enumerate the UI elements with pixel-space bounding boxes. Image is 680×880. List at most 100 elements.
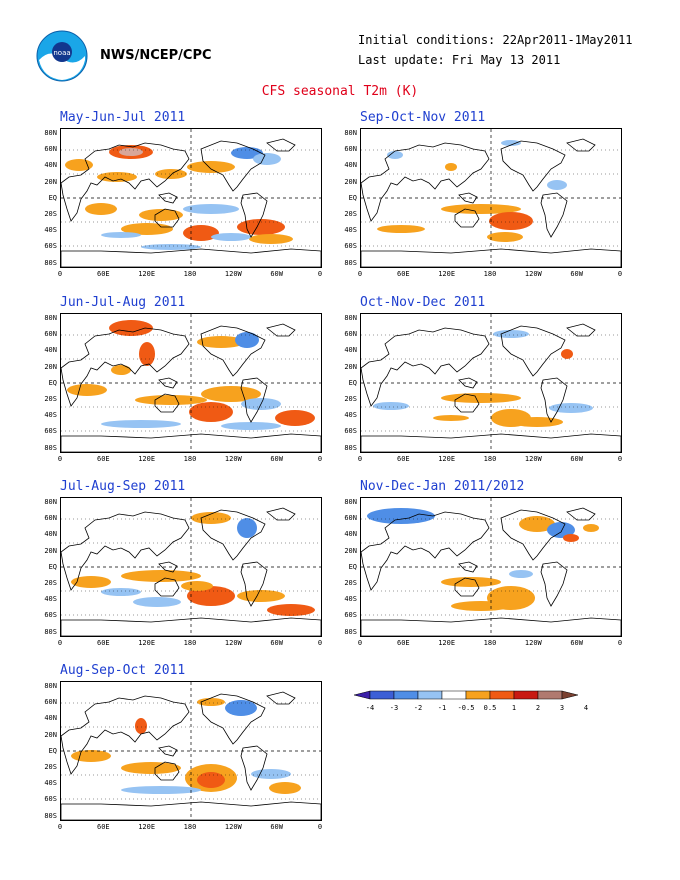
coastline bbox=[566, 507, 596, 521]
anomaly-region bbox=[121, 762, 181, 774]
anomaly-region bbox=[191, 512, 231, 524]
anomaly-region bbox=[189, 402, 233, 422]
anomaly-region bbox=[133, 597, 181, 607]
anomaly-region bbox=[501, 140, 521, 146]
colorbar-label: 1 bbox=[512, 704, 516, 712]
anomaly-map bbox=[360, 128, 622, 268]
longitude-label: 120W bbox=[224, 455, 242, 463]
anomaly-region bbox=[583, 524, 599, 532]
latitude-label: 20N bbox=[344, 177, 357, 186]
latitude-label: EQ bbox=[348, 378, 357, 387]
anomaly-region bbox=[135, 395, 207, 405]
coastline bbox=[540, 192, 568, 238]
latitude-label: 60N bbox=[44, 514, 57, 523]
latitude-label: 20S bbox=[44, 210, 57, 218]
coastline bbox=[158, 192, 178, 204]
anomaly-region bbox=[547, 522, 575, 538]
latitude-label: 20N bbox=[44, 177, 57, 186]
latitude-label: 80N bbox=[44, 498, 57, 506]
coastline bbox=[540, 561, 568, 607]
longitude-label: 0 bbox=[357, 455, 363, 463]
longitude-label: 120E bbox=[438, 455, 456, 463]
panel-title: Jun-Jul-Aug 2011 bbox=[60, 295, 186, 310]
anomaly-region bbox=[493, 330, 529, 338]
longitude-label: 0 bbox=[357, 639, 363, 647]
longitude-label: 60W bbox=[570, 270, 583, 278]
colorbar-swatch bbox=[537, 690, 563, 700]
latitude-label: 80N bbox=[344, 314, 357, 322]
latitude-label: 80N bbox=[44, 314, 57, 322]
anomaly-region bbox=[451, 601, 511, 611]
coastline bbox=[454, 208, 480, 228]
coastline bbox=[200, 325, 266, 377]
coastline bbox=[240, 192, 268, 238]
latitude-label: 20S bbox=[344, 395, 357, 403]
anomaly-region bbox=[373, 402, 409, 410]
anomaly-map bbox=[60, 497, 322, 637]
anomaly-map bbox=[60, 681, 322, 821]
latitude-label: 20S bbox=[344, 579, 357, 587]
coastline bbox=[240, 377, 268, 423]
coastline bbox=[61, 695, 190, 775]
longitude-label: 0 bbox=[317, 455, 323, 463]
longitude-label: 0 bbox=[57, 639, 63, 647]
colorbar-label: 3 bbox=[560, 704, 564, 712]
coastline bbox=[158, 377, 178, 389]
longitude-label: 0 bbox=[357, 270, 363, 278]
anomaly-region bbox=[101, 420, 181, 428]
longitude-label: 60W bbox=[270, 823, 283, 831]
anomaly-region bbox=[511, 417, 563, 427]
latitude-label: 80S bbox=[344, 443, 357, 452]
longitude-label: 180 bbox=[483, 639, 497, 647]
longitude-label: 60W bbox=[270, 639, 283, 647]
latitude-label: 80S bbox=[44, 258, 57, 267]
coastline bbox=[61, 433, 321, 452]
colorbar-swatch bbox=[417, 690, 443, 700]
anomaly-region bbox=[183, 204, 239, 214]
colorbar: -4 -3 -2 -1 -0.5 0.5 1 2 3 4 bbox=[350, 688, 630, 720]
longitude-label: 0 bbox=[57, 823, 63, 831]
latitude-label: EQ bbox=[48, 562, 57, 571]
colorbar-label: -1 bbox=[438, 704, 446, 712]
anomaly-region bbox=[183, 225, 219, 241]
latitude-label: 80N bbox=[44, 129, 57, 137]
latitude-label: 40N bbox=[344, 530, 357, 539]
anomaly-region bbox=[441, 577, 501, 587]
longitude-label: 180 bbox=[183, 639, 197, 647]
svg-text:noaa: noaa bbox=[53, 49, 70, 57]
colorbar-swatch bbox=[513, 690, 539, 700]
longitude-label: 60E bbox=[97, 270, 110, 278]
latitude-label: 80S bbox=[344, 258, 357, 267]
longitude-label: 0 bbox=[317, 639, 323, 647]
longitude-label: 0 bbox=[617, 455, 623, 463]
latitude-label: 40S bbox=[44, 595, 57, 604]
anomaly-region bbox=[519, 516, 555, 532]
anomaly-region bbox=[187, 161, 235, 173]
latitude-label: 40S bbox=[44, 779, 57, 788]
longitude-label: 120E bbox=[138, 639, 156, 647]
longitude-label: 120E bbox=[438, 639, 456, 647]
anomaly-region bbox=[197, 772, 225, 788]
longitude-label: 60E bbox=[397, 455, 410, 463]
colorbar-arrow-right bbox=[561, 690, 579, 700]
longitude-label: 0 bbox=[57, 270, 63, 278]
coastline bbox=[266, 138, 296, 152]
latitude-label: 40S bbox=[44, 411, 57, 420]
latitude-label: 60S bbox=[44, 795, 57, 804]
anomaly-region bbox=[201, 386, 261, 402]
anomaly-region bbox=[249, 234, 293, 244]
colorbar-label: -4 bbox=[366, 704, 374, 712]
latitude-label: 40N bbox=[44, 714, 57, 723]
latitude-label: EQ bbox=[348, 193, 357, 202]
latitude-label: 40S bbox=[344, 226, 357, 235]
latitude-label: 80N bbox=[44, 682, 57, 690]
coastline bbox=[458, 377, 478, 389]
anomaly-region bbox=[267, 604, 315, 616]
coastline bbox=[458, 192, 478, 204]
anomaly-region bbox=[433, 415, 469, 421]
latitude-label: 60S bbox=[344, 611, 357, 620]
latitude-label: 40N bbox=[44, 161, 57, 170]
colorbar-swatch bbox=[489, 690, 515, 700]
latitude-label: EQ bbox=[48, 746, 57, 755]
latitude-label: 40S bbox=[44, 226, 57, 235]
